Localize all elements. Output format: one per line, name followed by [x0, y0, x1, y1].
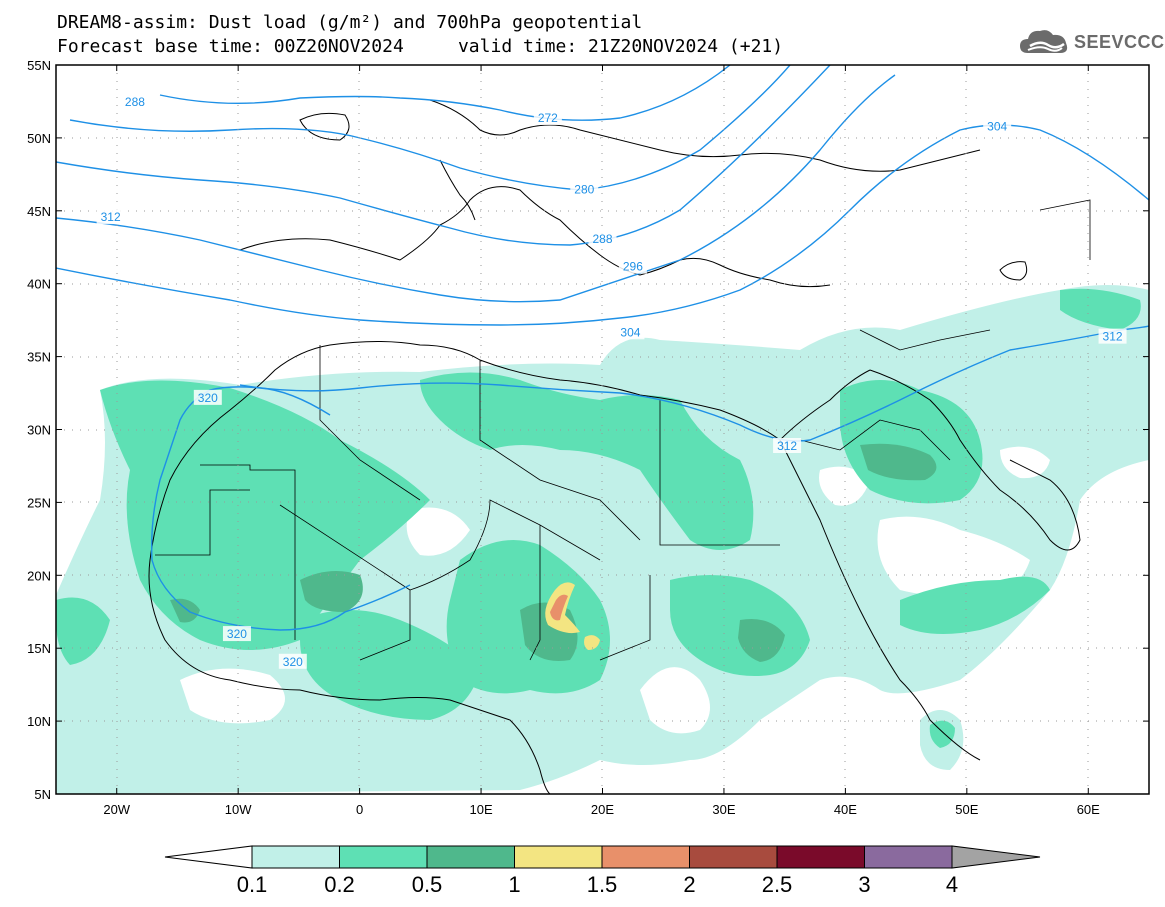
contour-label-bg	[533, 109, 562, 125]
lat-tick-label: 40N	[27, 277, 51, 292]
country-borders	[155, 199, 1091, 661]
contour-label: 312	[1103, 330, 1123, 344]
contour-label-bg	[983, 118, 1012, 134]
lon-tick-label: 0	[356, 802, 363, 817]
lon-tick-label: 10E	[469, 802, 492, 817]
colorbar-swatch	[864, 845, 953, 869]
lon-tick-label: 20W	[103, 802, 130, 817]
contour-label: 312	[777, 439, 797, 453]
colorbar-label: 0.1	[237, 872, 268, 897]
contour-label: 320	[227, 627, 247, 641]
contour-label: 280	[574, 182, 594, 196]
lon-tick-label: 40E	[834, 802, 857, 817]
contour-label-bg	[96, 209, 125, 225]
lat-tick-label: 45N	[27, 204, 51, 219]
contour-label: 288	[592, 232, 612, 246]
lon-tick-label: 60E	[1077, 802, 1100, 817]
contour-label-bg	[616, 324, 645, 340]
lat-tick-label: 5N	[34, 787, 51, 802]
latitude-axis: 55N 50N 45N 40N 35N 30N 25N 20N 15N 10N 5N	[27, 58, 1149, 802]
lon-tick-label: 30E	[712, 802, 735, 817]
colorbar-label: 1	[508, 872, 520, 897]
colorbar-under-arrow	[164, 845, 253, 869]
contour-label-bg	[618, 258, 647, 274]
contour-label-bg	[278, 653, 307, 669]
lon-tick-label: 50E	[955, 802, 978, 817]
colorbar-swatch	[426, 845, 515, 869]
lat-tick-label: 35N	[27, 350, 51, 365]
colorbar-label: 0.2	[324, 872, 355, 897]
colorbar-label: 0.5	[412, 872, 443, 897]
contour-label: 288	[125, 95, 145, 109]
dust-layer	[56, 285, 1149, 794]
lat-tick-label: 20N	[27, 568, 51, 583]
lat-tick-label: 55N	[27, 58, 51, 73]
contour-label-bg	[120, 93, 149, 109]
lat-tick-label: 10N	[27, 714, 51, 729]
longitude-axis: 20W 10W 0 10E 20E 30E 40E 50E 60E	[103, 65, 1100, 817]
contour-label: 296	[623, 260, 643, 274]
colorbar-label: 2.5	[762, 872, 793, 897]
cloud-icon	[1020, 30, 1068, 53]
lon-tick-label: 10W	[225, 802, 252, 817]
contour-label: 312	[101, 210, 121, 224]
colorbar-swatch	[514, 845, 603, 869]
colorbar-swatch	[776, 845, 865, 869]
contour-label-bg	[588, 230, 617, 246]
contour-label-bg	[570, 181, 599, 197]
contour-label: 320	[198, 391, 218, 405]
lat-tick-label: 30N	[27, 423, 51, 438]
contour-label-bg	[222, 626, 251, 642]
map-subtitle: Forecast base time: 00Z20NOV2024 valid t…	[57, 36, 784, 57]
map-title: DREAM8-assim: Dust load (g/m²) and 700hP…	[57, 12, 643, 33]
dust-spot	[584, 635, 600, 650]
colorbar-label: 1.5	[587, 872, 618, 897]
contour-label-bg	[773, 437, 802, 453]
contour-labels: 288 272 304 280 312 288 296 304 312 320 312 320 320	[96, 93, 1127, 669]
colorbar-swatch	[689, 845, 778, 869]
dust-band-high	[170, 443, 937, 662]
lat-tick-label: 15N	[27, 641, 51, 656]
contour-label-bg	[1098, 328, 1127, 344]
colorbar-over-arrow	[951, 845, 1041, 869]
contour-label: 304	[620, 325, 640, 339]
contour-label: 272	[538, 111, 558, 125]
contour-label: 304	[987, 120, 1007, 134]
colorbar-label: 4	[946, 872, 958, 897]
colorbar-swatch	[601, 845, 690, 869]
colorbar-swatch	[251, 845, 340, 869]
colorbar-swatch	[339, 845, 428, 869]
colorbar-label: 2	[683, 872, 695, 897]
lat-tick-label: 50N	[27, 131, 51, 146]
contour-label: 320	[283, 655, 303, 669]
seevccc-logo: SEEVCCC	[1018, 27, 1165, 57]
contour-label-bg	[193, 389, 222, 405]
dust-band-extreme	[550, 594, 568, 621]
lat-tick-label: 25N	[27, 495, 51, 510]
colorbar: 0.1 0.2 0.5 1 1.5 2 2.5 3 4	[164, 845, 1041, 897]
dust-free-areas	[180, 446, 1050, 734]
colorbar-label: 3	[858, 872, 870, 897]
lon-tick-label: 20E	[591, 802, 614, 817]
logo-text: SEEVCCC	[1074, 31, 1165, 52]
